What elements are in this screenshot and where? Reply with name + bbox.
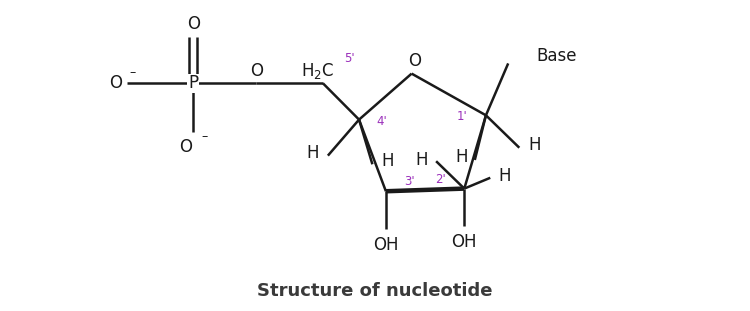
Text: OH: OH [374,235,399,253]
Text: O: O [109,74,122,92]
Text: O: O [250,62,262,80]
Text: OH: OH [452,233,477,251]
Text: 3': 3' [404,175,415,188]
Text: P: P [188,74,198,92]
Text: O: O [179,138,192,156]
Text: 1': 1' [457,110,467,123]
Text: H: H [381,152,394,170]
Text: H: H [455,148,468,166]
Text: H: H [528,136,541,154]
Text: Base: Base [536,47,577,65]
Text: Structure of nucleotide: Structure of nucleotide [257,282,493,300]
Text: –: – [201,130,208,142]
Text: –: – [129,66,136,79]
Text: 5': 5' [344,52,354,65]
Text: H$_2$C: H$_2$C [301,61,334,81]
Text: O: O [187,15,200,33]
Text: H: H [307,144,320,162]
Text: H: H [415,151,428,169]
Text: O: O [408,52,421,70]
Text: 2': 2' [435,173,446,186]
Text: 4': 4' [376,114,387,128]
Text: H: H [499,167,512,185]
